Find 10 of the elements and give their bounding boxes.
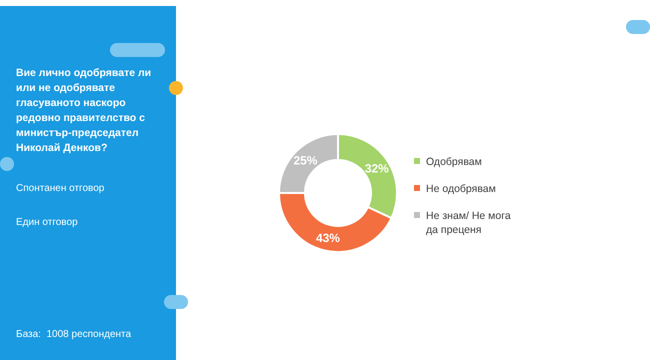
- text: База: 1008 респондента: [16, 329, 132, 340]
- legend-label: Не одобрявам: [426, 182, 496, 196]
- legend-label: Не знам/ Не мога да преценя: [426, 209, 512, 237]
- data-label: 25%: [293, 153, 318, 168]
- data-label: 43%: [316, 230, 340, 245]
- data-label: 32%: [364, 161, 390, 176]
- text: Един отговор: [16, 217, 78, 228]
- text: Вие лично одобрявате ли или не одобрявате гласуваното наскоро редовно правителство с министър-председател Николай Денков?: [16, 66, 152, 156]
- text: Спонтанен отговор: [16, 183, 104, 194]
- legend-label: Одобрявам: [426, 155, 482, 169]
